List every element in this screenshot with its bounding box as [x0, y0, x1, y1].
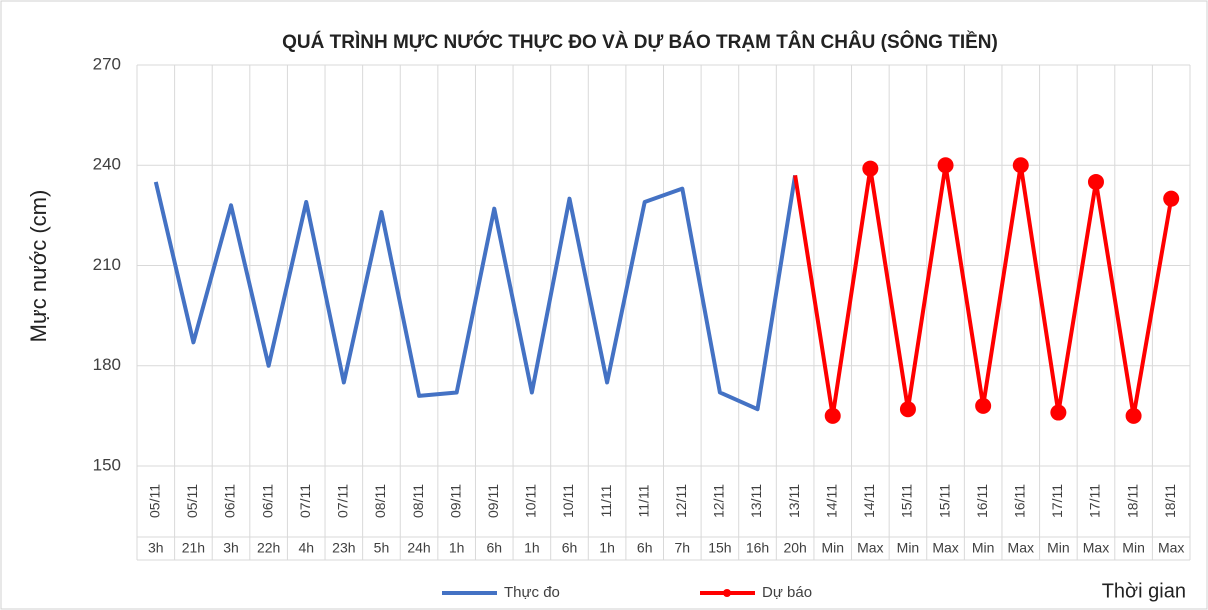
x-tick-group-label: 17/11 [1049, 484, 1065, 518]
x-tick-group-label: 13/11 [748, 484, 764, 518]
x-tick-group-label: 09/11 [447, 484, 463, 518]
x-tick-label: 22h [257, 540, 280, 556]
x-tick-label: 23h [332, 540, 355, 556]
y-axis-label: Mực nước (cm) [26, 190, 51, 343]
x-tick-group-label: 07/11 [297, 484, 313, 518]
x-tick-label: 20h [783, 540, 806, 556]
x-tick-group-label: 11/11 [635, 484, 651, 517]
x-tick-label: 21h [182, 540, 205, 556]
series-line [153, 174, 798, 412]
x-tick-group-label: 13/11 [786, 484, 802, 518]
point-marker [1163, 190, 1180, 207]
x-tick-group-label: 15/11 [936, 484, 952, 518]
y-tick-label: 210 [93, 255, 121, 274]
x-tick-group-label: 18/11 [1124, 484, 1140, 518]
x-tick-label: Min [972, 540, 995, 556]
x-tick-label: Min [1047, 540, 1070, 556]
x-tick-label: Min [821, 540, 844, 556]
x-tick-label: 1h [599, 540, 615, 556]
x-tick-group-label: 11/11 [598, 484, 614, 517]
x-tick-label: 6h [486, 540, 502, 556]
y-tick-label: 150 [93, 455, 121, 474]
x-tick-label: 7h [675, 540, 691, 556]
x-tick-group-label: 15/11 [899, 484, 915, 518]
legend-label: Dự báo [762, 584, 812, 601]
x-tick-group-label: 08/11 [410, 484, 426, 518]
x-tick-label: 1h [524, 540, 540, 556]
chart-title: QUÁ TRÌNH MỰC NƯỚC THỰC ĐO VÀ DỰ BÁO TRẠ… [282, 31, 998, 53]
point-marker [862, 160, 879, 177]
x-tick-label: 24h [407, 540, 430, 556]
x-tick-group-label: 16/11 [1011, 484, 1027, 518]
x-tick-group-label: 05/11 [147, 484, 163, 518]
x-tick-label: Max [1008, 540, 1034, 556]
legend-label: Thực đo [504, 584, 560, 601]
x-tick-label: Max [1158, 540, 1184, 556]
x-tick-label: Max [857, 540, 883, 556]
x-tick-group-label: 18/11 [1162, 484, 1178, 518]
x-tick-group-label: 14/11 [823, 484, 839, 518]
x-tick-group-label: 06/11 [259, 484, 275, 518]
x-tick-label: 5h [374, 540, 390, 556]
point-marker [975, 397, 992, 414]
x-tick-label: Max [932, 540, 958, 556]
x-tick-label: 1h [449, 540, 465, 556]
x-tick-group-label: 16/11 [974, 484, 990, 518]
point-marker [937, 157, 954, 174]
x-tick-label: Max [1083, 540, 1109, 556]
x-tick-group-label: 08/11 [372, 484, 388, 518]
point-marker [1050, 404, 1067, 421]
y-tick-label: 240 [93, 155, 121, 174]
x-tick-group-label: 14/11 [861, 484, 877, 518]
point-marker [824, 407, 841, 424]
x-tick-group-label: 12/11 [711, 484, 727, 518]
x-tick-group-label: 09/11 [485, 484, 501, 518]
x-tick-group-label: 06/11 [222, 484, 238, 518]
point-marker [1125, 407, 1142, 424]
x-tick-label: 3h [148, 540, 164, 556]
x-tick-group-label: 10/11 [523, 484, 539, 518]
x-tick-group-label: 12/11 [673, 484, 689, 518]
x-tick-label: Min [897, 540, 920, 556]
point-marker [1012, 157, 1029, 174]
x-tick-group-label: 07/11 [335, 484, 351, 518]
point-marker [899, 401, 916, 418]
x-tick-label: 6h [637, 540, 653, 556]
x-tick-label: 4h [298, 540, 314, 556]
x-tick-group-label: 17/11 [1087, 484, 1103, 518]
x-tick-label: 6h [562, 540, 578, 556]
x-tick-group-label: 10/11 [560, 484, 576, 518]
x-tick-label: Min [1122, 540, 1145, 556]
x-axis-label: Thời gian [1102, 580, 1186, 602]
x-tick-group-label: 05/11 [184, 484, 200, 518]
y-tick-label: 180 [93, 355, 121, 374]
x-tick-label: 3h [223, 540, 239, 556]
x-tick-label: 16h [746, 540, 769, 556]
point-marker [1087, 173, 1104, 190]
legend-marker [723, 589, 731, 597]
y-tick-label: 270 [93, 54, 121, 73]
x-tick-label: 15h [708, 540, 731, 556]
